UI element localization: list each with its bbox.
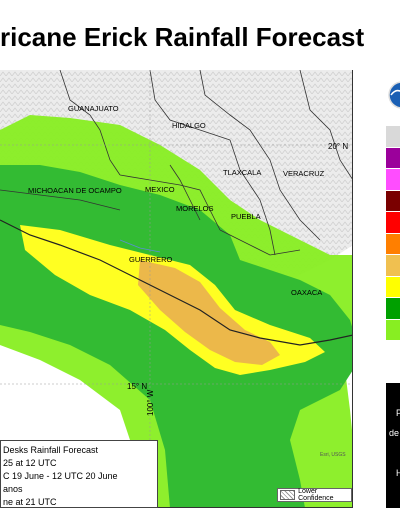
hatch-swatch-icon: [280, 490, 296, 500]
land-north: [60, 70, 352, 150]
state-label-guanajuato: GUANAJUATO: [68, 104, 119, 113]
lower-confidence-label: Lower Confidence: [298, 488, 334, 502]
info-line: 25 at 12 UTC: [3, 458, 57, 468]
state-label-veracruz: VERACRUZ: [283, 169, 325, 178]
info-line: ne at 21 UTC: [3, 497, 57, 507]
state-label-mexico: MEXICO: [145, 185, 175, 194]
map-title: ricane Erick Rainfall Forecast: [0, 22, 365, 52]
state-label-oaxaca: OAXACA: [291, 288, 323, 297]
legend-swatch-3: [386, 190, 400, 212]
legend-swatch-5: [386, 233, 400, 255]
river: [119, 239, 161, 253]
coastline: [0, 219, 352, 346]
state-label-hidalgo: HIDALGO: [172, 121, 206, 130]
legend-swatch-7: [386, 276, 400, 298]
rainfall-map[interactable]: GUANAJUATO HIDALGO TLAXCALA MICHOACAN DE…: [0, 70, 353, 508]
map-watermark: Esri, USGS: [320, 452, 346, 458]
state-label-guerrero: GUERRERO: [129, 255, 173, 264]
legend-panel-text: H: [396, 468, 400, 478]
state-label-morelos: MORELOS: [176, 204, 214, 213]
legend-swatch-8: [386, 298, 400, 320]
legend-swatch-4: [386, 212, 400, 234]
forecast-info-box: Desks Rainfall Forecast 25 at 12 UTC C 1…: [0, 440, 158, 508]
legend-swatch-9: [386, 319, 400, 341]
state-borders: [0, 70, 352, 256]
info-line: Desks Rainfall Forecast: [3, 445, 99, 455]
coord-lon-100: 100° W: [146, 389, 155, 416]
noaa-logo-icon: [388, 81, 400, 109]
legend-swatch-6: [386, 255, 400, 277]
coord-lat-20: 20° N: [328, 142, 349, 151]
info-line: C 19 June - 12 UTC 20 June: [3, 471, 118, 481]
rain-zone-orange: [138, 260, 280, 365]
coord-lat-15: 15° N: [127, 382, 148, 391]
legend-panel-text: de: [389, 428, 400, 438]
state-label-tlaxcala: TLAXCALA: [223, 168, 262, 177]
lower-confidence-key: Lower Confidence: [277, 488, 352, 502]
map-canvas: [0, 70, 352, 507]
legend-info-panel: P de H: [386, 383, 400, 508]
info-line: anos: [3, 484, 23, 494]
legend-swatch-1: [386, 147, 400, 169]
rainfall-legend: [386, 126, 400, 341]
legend-swatch-2: [386, 169, 400, 191]
state-label-puebla: PUEBLA: [231, 212, 261, 221]
legend-panel-text: P: [396, 408, 400, 418]
state-label-michoacan: MICHOACAN DE OCAMPO: [28, 186, 122, 195]
legend-swatch-0: [386, 126, 400, 148]
